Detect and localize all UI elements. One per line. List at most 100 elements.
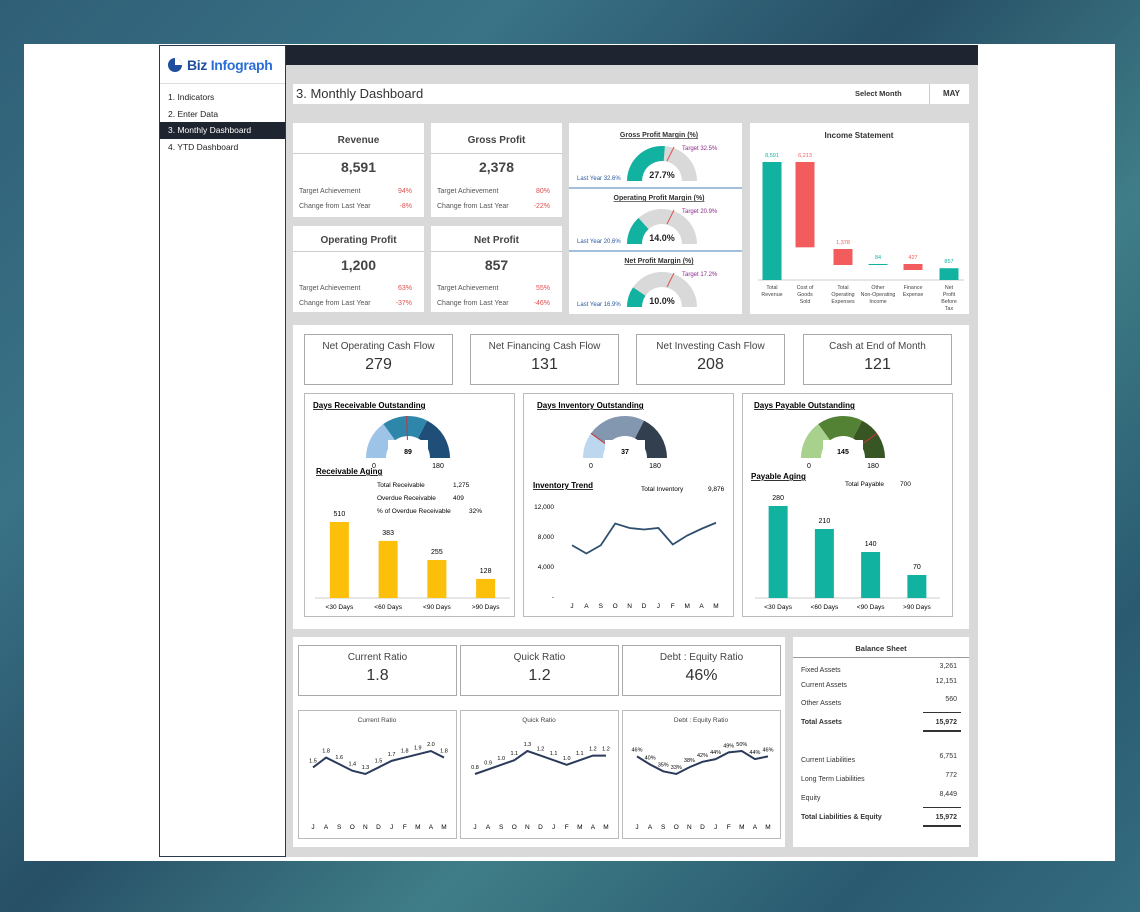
bar-value-label: 140 bbox=[865, 541, 877, 548]
change-value: -37% bbox=[395, 300, 412, 307]
gauge-min: 0 bbox=[372, 463, 376, 470]
gauge-title: Days Inventory Outstanding bbox=[537, 401, 644, 410]
gauge-max: 180 bbox=[649, 463, 661, 470]
row-value: 560 bbox=[945, 696, 957, 703]
x-tick-label: A bbox=[648, 824, 653, 831]
category-label: >90 Days bbox=[472, 604, 500, 611]
category-label: <90 Days bbox=[423, 604, 451, 611]
bar-value-label: 8,591 bbox=[765, 153, 779, 159]
kpi-revenue: Revenue 8,591 Target Achievement 94% Chan… bbox=[293, 123, 424, 217]
target-value: 80% bbox=[535, 188, 550, 195]
stat-value: 409 bbox=[453, 495, 464, 502]
x-tick-label: M bbox=[739, 824, 744, 831]
x-tick-label: O bbox=[613, 603, 618, 610]
x-tick-label: A bbox=[753, 824, 758, 831]
x-tick-label: F bbox=[727, 824, 731, 831]
category-label: Tax bbox=[945, 306, 954, 312]
dro-charts: Days Receivable Outstanding 89 0 180 Receiva… bbox=[313, 401, 510, 611]
cash-value: 131 bbox=[531, 356, 558, 373]
bar-value-label: 210 bbox=[819, 518, 831, 525]
x-tick-label: N bbox=[687, 824, 692, 831]
quick-ratio-chart: Quick Ratio 0.8 0.9 1.0 1.1 1.3 1.2 1.1 1.0 1.1 1.… bbox=[460, 710, 619, 839]
x-tick-label: J bbox=[552, 824, 555, 831]
x-tick-label: D bbox=[700, 824, 705, 831]
month-selector[interactable]: MAY bbox=[929, 84, 973, 104]
income-bar bbox=[868, 264, 888, 265]
ratio-label: Current Ratio bbox=[347, 652, 408, 663]
category-label: <30 Days bbox=[326, 604, 354, 611]
x-tick-label: N bbox=[627, 603, 632, 610]
target-marker bbox=[666, 272, 675, 288]
last-year-label: Last Year 16.9% bbox=[577, 302, 621, 308]
x-tick-label: A bbox=[584, 603, 589, 610]
x-tick-label: F bbox=[403, 824, 407, 831]
y-tick-label: 12,000 bbox=[534, 504, 554, 511]
gauge-center bbox=[388, 440, 428, 458]
margin-value: 14.0% bbox=[649, 233, 675, 243]
gauge-segment bbox=[591, 416, 645, 446]
gauge-segment bbox=[801, 424, 831, 458]
gauge-title: Days Receivable Outstanding bbox=[313, 401, 426, 410]
divider bbox=[923, 807, 961, 808]
balance-sheet-row: Other Assets 560 bbox=[801, 696, 961, 710]
nav-enter-data[interactable]: 2. Enter Data bbox=[168, 108, 219, 119]
data-label: 1.0 bbox=[563, 756, 571, 762]
bar-value-label: 70 bbox=[913, 564, 921, 571]
income-bar bbox=[939, 268, 959, 280]
logo-icon bbox=[168, 57, 182, 72]
data-label: 42% bbox=[697, 753, 708, 759]
cash-label: Cash at End of Month bbox=[829, 341, 926, 352]
data-label: 1.2 bbox=[537, 747, 545, 753]
category-label: Before bbox=[941, 299, 957, 305]
x-tick-label: M bbox=[577, 824, 582, 831]
data-label: 50% bbox=[736, 742, 747, 748]
data-label: 1.8 bbox=[322, 749, 330, 755]
top-bar bbox=[286, 45, 978, 65]
dio-charts: Days Inventory Outstanding 37 0 180 Inventor… bbox=[533, 401, 725, 610]
row-value: 15,972 bbox=[935, 814, 957, 821]
x-tick-label: M bbox=[684, 603, 689, 610]
balance-sheet-row: Current Assets 12,151 bbox=[801, 678, 961, 692]
x-tick-label: S bbox=[499, 824, 504, 831]
target-label: Target 32.5% bbox=[682, 146, 718, 152]
chart-title: Debt : Equity Ratio bbox=[674, 717, 729, 724]
aging-title: Payable Aging bbox=[751, 472, 806, 481]
balance-sheet-row: Equity 8,449 bbox=[801, 791, 961, 805]
data-label: 49% bbox=[723, 743, 734, 749]
margin-title: Net Profit Margin (%) bbox=[624, 258, 693, 265]
ratio-line bbox=[636, 749, 769, 776]
kpi-title: Gross Profit bbox=[467, 135, 526, 146]
title-bar: 3. Monthly Dashboard Select Month MAY bbox=[293, 84, 969, 104]
double-divider bbox=[923, 730, 961, 732]
cash-value: 279 bbox=[365, 356, 392, 373]
bar-value-label: 857 bbox=[944, 259, 953, 265]
balance-sheet-row: Total Liabilities & Equity 15,972 bbox=[801, 814, 961, 824]
data-label: 35% bbox=[658, 762, 669, 768]
kpi-net-profit: Net Profit 857 Target Achievement 55% Cha… bbox=[431, 226, 562, 312]
change-label: Change from Last Year bbox=[299, 300, 371, 307]
gauge-segment bbox=[383, 416, 428, 441]
bar-value-label: 510 bbox=[334, 511, 346, 518]
gauge-title: Days Payable Outstanding bbox=[754, 401, 855, 410]
aging-bar bbox=[476, 578, 496, 598]
data-label: 44% bbox=[710, 750, 721, 756]
ratio-line bbox=[312, 749, 445, 776]
nav-indicators[interactable]: 1. Indicators bbox=[168, 92, 215, 102]
balance-sheet-row: Long Term Liabilities 772 bbox=[801, 772, 961, 786]
total-value: 9,876 bbox=[708, 486, 725, 493]
x-tick-label: S bbox=[337, 824, 342, 831]
balance-sheet-row: Fixed Assets 3,261 bbox=[801, 663, 961, 677]
change-value: -46% bbox=[533, 300, 550, 307]
gauge-value: 37 bbox=[621, 449, 629, 456]
bar-value-label: 255 bbox=[431, 549, 443, 556]
nav-monthly-dashboard[interactable]: 3. Monthly Dashboard bbox=[160, 122, 285, 139]
margin-gauges: Gross Profit Margin (%) 27.7% Last Year 32… bbox=[569, 132, 742, 308]
row-value: 15,972 bbox=[935, 719, 957, 726]
change-label: Change from Last Year bbox=[437, 203, 509, 210]
row-label: Equity bbox=[801, 795, 821, 802]
nav-ytd-dashboard[interactable]: 4. YTD Dashboard bbox=[168, 141, 239, 152]
logo-text-b: Infograph bbox=[210, 56, 273, 73]
category-label: Cost of bbox=[797, 285, 814, 291]
sidebar: Biz Infograph 1. Indicators 2. Enter Dat… bbox=[159, 45, 286, 857]
cash-card-financing: Net Financing Cash Flow 131 bbox=[470, 334, 619, 385]
